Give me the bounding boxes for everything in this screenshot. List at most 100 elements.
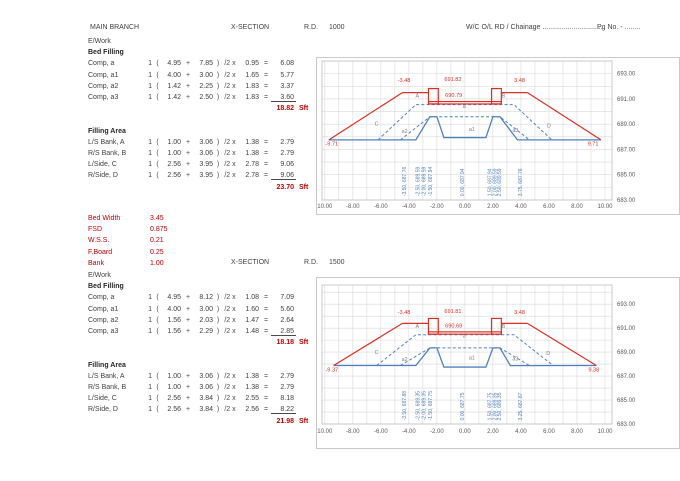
red-point-label: 691.82: [444, 77, 461, 83]
divide-label: /2 x: [224, 395, 236, 403]
equals-sign: =: [263, 305, 269, 313]
value-2: 3.95: [199, 172, 213, 180]
row-result: 2.79: [280, 383, 294, 391]
section-total: 23.70: [276, 183, 294, 191]
text-row: [88, 348, 312, 359]
calc-row: Comp, a1 1 (4.00 +3.00) /2 x 1.60 = 5.60: [88, 304, 312, 315]
red-point-label: 3.48: [514, 78, 525, 84]
area-label-A: A: [415, 94, 419, 100]
red-point-label: -9.37: [325, 367, 338, 373]
component-label: L/S Bank, A: [88, 372, 125, 380]
red-point-label: -9.71: [325, 142, 338, 148]
point-coordinate-label: 3.25, 687.87: [518, 392, 524, 420]
parameter-name: FSD: [88, 226, 102, 234]
value-2: 3.06: [199, 372, 213, 380]
row-result: 7.09: [280, 294, 294, 302]
total-unit: Sft: [299, 183, 309, 191]
red-point-label: 691.81: [444, 309, 461, 315]
value-1: 2.56: [167, 161, 181, 169]
value-1: 2.56: [167, 406, 181, 414]
y-axis-tick-label: 685.00: [617, 398, 636, 404]
x-axis-tick-label: 6.00: [543, 429, 555, 435]
text-row: E/Work: [88, 36, 312, 47]
point-coordinate-label: 0.00, 687.94: [460, 168, 466, 196]
value-3: 2.55: [245, 395, 259, 403]
open-paren: (: [156, 406, 159, 414]
component-label: R/S Bank, B: [88, 149, 127, 157]
value-3: 0.95: [245, 60, 259, 68]
component-label: Comp, a: [88, 60, 115, 68]
close-paren: ): [216, 149, 220, 157]
open-paren: (: [156, 395, 159, 403]
plus-sign: +: [185, 316, 191, 324]
row-result: 2.64: [280, 316, 294, 324]
value-1: 1.00: [167, 383, 181, 391]
text-row: [88, 114, 312, 125]
equals-sign: =: [263, 395, 269, 403]
divide-label: /2 x: [224, 328, 236, 336]
point-coordinate-label: -1.50, 687.75: [428, 391, 434, 421]
close-paren: ): [216, 406, 220, 414]
parameter-row: W.S.S. 0.21: [88, 235, 190, 246]
rd-label-2: R.D.: [304, 259, 318, 266]
x-axis-tick-label: 4.00: [515, 429, 527, 435]
component-label: Comp, a1: [88, 305, 119, 313]
value-1: 1.42: [167, 82, 181, 90]
value-1: 1.00: [167, 149, 181, 157]
y-axis-tick-label: 693.00: [617, 72, 636, 78]
calc-row: L/Side, C 1 (2.56 +3.84) /2 x 2.55 = 8.18: [88, 393, 312, 404]
area-label-C: C: [375, 121, 379, 127]
chart-canvas: -3.48 691.81 3.48 690.69 -9.37 9.38 A B C Da a1 a2 a…: [316, 277, 680, 449]
plus-sign: +: [185, 305, 191, 313]
section-total: 21.98: [276, 417, 294, 425]
open-paren: (: [156, 172, 159, 180]
equals-sign: =: [263, 82, 269, 90]
close-paren: ): [216, 395, 220, 403]
close-paren: ): [216, 294, 220, 302]
row-result: 9.06: [280, 161, 294, 169]
point-coordinate-label: 2.50, 689.59: [497, 168, 503, 196]
calc-row: R/S Bank, B 1 (1.00 +3.06) /2 x 1.38 = 2.79: [88, 148, 312, 159]
qty: 1: [148, 406, 152, 414]
area-label-D: D: [546, 351, 550, 357]
open-paren: (: [156, 305, 159, 313]
area-label-C: C: [375, 350, 379, 356]
close-paren: ): [216, 161, 220, 169]
text-row: Filling Area: [88, 360, 312, 371]
component-label: R/S Bank, B: [88, 383, 127, 391]
series-design-profile-outer-dashed: [377, 104, 553, 141]
red-point-label: 9.38: [588, 367, 599, 373]
divide-label: /2 x: [224, 71, 236, 79]
open-paren: (: [156, 372, 159, 380]
parameter-name: Bed Width: [88, 215, 121, 223]
parameter-name: F.Board: [88, 248, 113, 256]
component-label: Comp, a2: [88, 316, 119, 324]
calc-row: L/S Bank, A 1 (1.00 +3.06) /2 x 1.38 = 2.79: [88, 137, 312, 148]
close-paren: ): [216, 328, 220, 336]
qty: 1: [148, 138, 152, 146]
x-axis-tick-label: 2.00: [487, 429, 499, 435]
section-heading: Bed Filling: [88, 283, 124, 291]
calc-section-2: E/Work Bed Filling Comp, a 1(4.95 +8.12)/2 x…: [88, 270, 312, 427]
text-row: Bed Filling: [88, 47, 312, 58]
x-axis-tick-label: 10.00: [317, 429, 333, 435]
series-existing-ground-blue: [328, 116, 601, 141]
y-axis-tick-label: 687.00: [617, 374, 636, 380]
point-coordinate-label: 3.75, 687.76: [518, 168, 524, 196]
xsection-label-2: X-SECTION: [231, 259, 270, 266]
y-axis-tick-label: 691.00: [617, 326, 636, 332]
qty: 1: [148, 294, 152, 302]
divide-label: /2 x: [224, 294, 236, 302]
qty: 1: [148, 383, 152, 391]
close-paren: ): [216, 71, 220, 79]
calc-row: L/Side, C 1 (2.56 +3.95) /2 x 2.78 = 9.06: [88, 159, 312, 170]
value-3: 1.65: [245, 71, 259, 79]
parameter-row: Bed Width 3.45: [88, 213, 190, 224]
y-axis-tick-label: 689.00: [617, 350, 636, 356]
area-label-B: B: [502, 94, 506, 100]
equals-sign: =: [263, 372, 269, 380]
value-1: 2.56: [167, 172, 181, 180]
calc-row: R/S Bank, B 1 (1.00 +3.06) /2 x 1.38 = 2.79: [88, 382, 312, 393]
value-2: 2.25: [199, 82, 213, 90]
value-2: 3.06: [199, 138, 213, 146]
